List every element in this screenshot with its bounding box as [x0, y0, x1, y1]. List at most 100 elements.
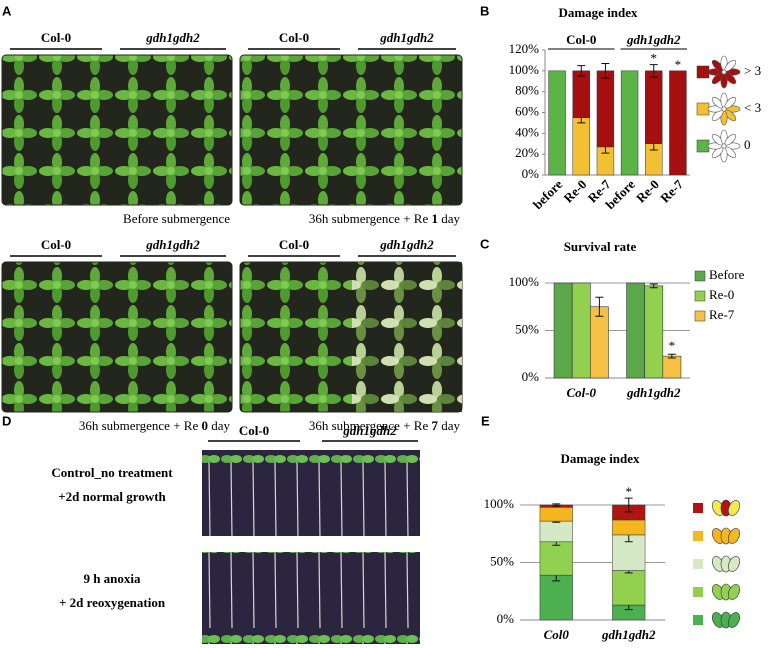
- photo-caption: 36h submergence + Re 7 day: [309, 418, 461, 433]
- y-tick-label: 60%: [515, 103, 539, 118]
- significance-mark: *: [651, 51, 658, 66]
- x-tick-label: Col0: [544, 627, 570, 642]
- chart-title: Survival rate: [564, 239, 637, 254]
- legend-icon-petal: [711, 96, 724, 109]
- chart-title: Damage index: [558, 5, 638, 20]
- y-tick-label: 40%: [515, 124, 539, 139]
- x-tick-label: Re-0: [633, 177, 662, 206]
- legend-swatch: [694, 270, 706, 282]
- error-bar: [601, 63, 610, 79]
- bar-segment: [572, 117, 590, 176]
- photo: [239, 54, 463, 206]
- photo: [202, 450, 420, 536]
- legend-icon-petal: [711, 59, 724, 72]
- photo: [202, 552, 420, 644]
- group-label: Col-0: [566, 32, 596, 47]
- y-tick-label: 100%: [509, 62, 540, 77]
- error-bar: [649, 283, 658, 289]
- x-tick-label: Re-7: [657, 176, 686, 205]
- error-bar: [624, 497, 633, 513]
- significance-mark: *: [626, 484, 633, 499]
- y-tick-label: 20%: [515, 145, 539, 160]
- group-label: gdh1gdh2: [379, 30, 434, 45]
- group-label: Col-0: [279, 30, 309, 45]
- photo-damaged: [352, 262, 462, 412]
- y-tick-label: 0%: [497, 611, 515, 626]
- bar-segment: [669, 70, 687, 176]
- error-bar: [649, 64, 658, 78]
- caption-part: day: [438, 418, 461, 433]
- y-tick-label: 100%: [484, 496, 515, 511]
- y-tick-label: 50%: [490, 553, 514, 568]
- legend-label: Re-7: [709, 307, 735, 322]
- bar-segment: [620, 70, 639, 176]
- bar-segment: [539, 541, 573, 576]
- y-tick-label: 0%: [522, 166, 540, 181]
- bar-segment: [548, 70, 566, 176]
- legend-swatch: [694, 290, 706, 302]
- group-label: Col-0: [41, 237, 71, 252]
- bar-segment: [612, 570, 646, 606]
- caption-part: 0: [201, 418, 208, 433]
- caption-part: day: [208, 418, 231, 433]
- x-tick-label: Col-0: [566, 385, 596, 400]
- bar: [590, 306, 609, 379]
- significance-mark: *: [669, 338, 676, 353]
- bar-segment: [612, 519, 646, 536]
- y-tick-label: 0%: [522, 369, 540, 384]
- bar-segment: [645, 70, 663, 144]
- panel-letter: C: [480, 236, 490, 251]
- photo: [1, 54, 233, 206]
- panel-letter: B: [480, 3, 489, 18]
- group-label: Col-0: [279, 237, 309, 252]
- legend-swatch: [693, 587, 703, 597]
- bar-segment: [539, 520, 573, 543]
- legend-label: 0: [744, 137, 751, 152]
- y-tick-label: 120%: [509, 41, 540, 56]
- chart-title: Damage index: [560, 451, 640, 466]
- legend-icon-leaf: [728, 528, 740, 544]
- bar: [662, 355, 682, 379]
- panel-letter: A: [2, 3, 12, 18]
- significance-mark: *: [675, 57, 682, 72]
- legend-icon-petal: [711, 133, 724, 146]
- y-tick-label: 50%: [515, 321, 539, 336]
- row-label: Control_no treatment: [51, 465, 173, 480]
- legend-icon-petal: [724, 59, 737, 72]
- legend-swatch: [696, 102, 710, 116]
- error-bar: [552, 503, 561, 507]
- caption-part: day: [438, 211, 461, 226]
- legend-icon-leaf: [728, 500, 740, 516]
- legend-icon-petal: [724, 96, 737, 109]
- photo: [1, 261, 233, 413]
- panel-letter: D: [2, 413, 11, 428]
- photo-caption: 36h submergence + Re 1 day: [309, 211, 461, 226]
- caption-part: 36h submergence + Re: [309, 418, 432, 433]
- bar: [553, 282, 573, 379]
- photo-caption: 36h submergence + Re 0 day: [79, 418, 231, 433]
- group-label: Col-0: [239, 423, 269, 438]
- caption-part: 1: [431, 211, 438, 226]
- bar: [644, 285, 664, 379]
- legend-swatch: [693, 615, 703, 625]
- group-label: gdh1gdh2: [342, 423, 397, 438]
- y-tick-label: 80%: [515, 83, 539, 98]
- group-label: gdh1gdh2: [379, 237, 434, 252]
- caption-part: Before submergence: [123, 211, 230, 226]
- error-bar: [667, 353, 676, 359]
- legend-icon-petal: [711, 72, 724, 85]
- legend-swatch: [696, 65, 710, 79]
- bar: [571, 282, 591, 379]
- legend-icon-leaf: [728, 584, 740, 600]
- bar-segment: [572, 70, 590, 118]
- x-tick-label: gdh1gdh2: [626, 385, 681, 400]
- panel-letter: E: [481, 413, 490, 428]
- legend-icon-leaf: [728, 612, 740, 628]
- bar: [626, 282, 645, 379]
- error-bar: [577, 65, 586, 77]
- legend-swatch: [693, 531, 703, 541]
- legend-icon-petal: [724, 146, 737, 159]
- caption-part: 7: [431, 418, 438, 433]
